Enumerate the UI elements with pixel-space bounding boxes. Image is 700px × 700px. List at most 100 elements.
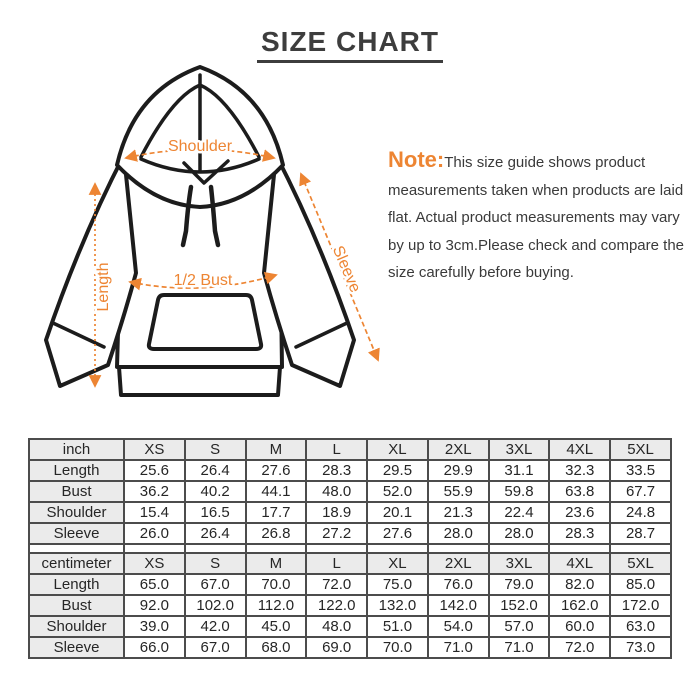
spacer-cell — [366, 544, 429, 553]
size-value-cell: 27.6 — [244, 459, 308, 482]
size-column-header: 5XL — [609, 438, 672, 461]
note-paragraph: Note:This size guide shows product measu… — [388, 146, 692, 287]
measure-row-label: Bust — [28, 480, 125, 503]
size-value-cell: 60.0 — [548, 615, 612, 638]
size-value-cell: 48.0 — [305, 480, 369, 503]
size-value-cell: 27.6 — [366, 522, 429, 545]
size-value-cell: 71.0 — [426, 636, 490, 659]
size-value-cell: 16.5 — [183, 501, 247, 524]
measure-row-label: Sleeve — [28, 522, 125, 545]
table-header-row: centimeter XS S M L XL 2XL 3XL 4XL 5XL — [28, 552, 672, 575]
table-row: Shoulder 15.4 16.5 17.7 18.9 20.1 21.3 22.4 23.6… — [28, 501, 672, 524]
note-label: Note: — [388, 147, 445, 172]
size-value-cell: 36.2 — [123, 480, 186, 503]
size-value-cell: 28.7 — [609, 522, 672, 545]
size-value-cell: 63.8 — [548, 480, 612, 503]
size-value-cell: 67.0 — [183, 636, 247, 659]
size-column-header: 2XL — [426, 438, 490, 461]
size-value-cell: 73.0 — [609, 636, 672, 659]
size-value-cell: 172.0 — [609, 594, 672, 617]
hoodie-sketch — [44, 65, 356, 397]
table-spacer-row — [28, 544, 672, 553]
measure-row-label: Length — [28, 573, 125, 596]
size-value-cell: 40.2 — [183, 480, 247, 503]
size-value-cell: 26.4 — [183, 459, 247, 482]
size-value-cell: 122.0 — [305, 594, 369, 617]
length-label: Length — [95, 263, 112, 312]
measure-row-label: Shoulder — [28, 615, 125, 638]
hoodie-measurement-diagram: Shoulder Length 1/2 Bust Sleeve — [44, 65, 380, 397]
spacer-cell — [426, 544, 490, 553]
size-value-cell: 29.9 — [426, 459, 490, 482]
table-row: Shoulder 39.0 42.0 45.0 48.0 51.0 54.0 57.0 60.0… — [28, 615, 672, 638]
size-value-cell: 15.4 — [123, 501, 186, 524]
size-column-header: M — [244, 552, 308, 575]
size-column-header: M — [244, 438, 308, 461]
half-bust-label: 1/2 Bust — [174, 272, 233, 289]
size-value-cell: 102.0 — [183, 594, 247, 617]
size-value-cell: 20.1 — [366, 501, 429, 524]
size-value-cell: 67.7 — [609, 480, 672, 503]
page-title: SIZE CHART — [257, 26, 443, 63]
size-column-header: XS — [123, 438, 186, 461]
right-drawstring — [208, 184, 221, 248]
size-value-cell: 26.4 — [183, 522, 247, 545]
size-value-cell: 33.5 — [609, 459, 672, 482]
size-value-cell: 24.8 — [609, 501, 672, 524]
table-row: Length 65.0 67.0 70.0 72.0 75.0 76.0 79.0 82.0 85… — [28, 573, 672, 596]
size-value-cell: 45.0 — [244, 615, 308, 638]
hoodie-pocket — [146, 293, 264, 351]
unit-cell: centimeter — [28, 552, 125, 575]
size-value-cell: 70.0 — [366, 636, 429, 659]
spacer-cell — [123, 544, 186, 553]
spacer-cell — [244, 544, 308, 553]
size-value-cell: 51.0 — [366, 615, 429, 638]
size-value-cell: 23.6 — [548, 501, 612, 524]
shoulder-label: Shoulder — [168, 138, 233, 155]
size-value-cell: 71.0 — [487, 636, 551, 659]
size-value-cell: 28.0 — [426, 522, 490, 545]
size-value-cell: 132.0 — [366, 594, 429, 617]
size-value-cell: 42.0 — [183, 615, 247, 638]
table-row: Length 25.6 26.4 27.6 28.3 29.5 29.9 31.1 32.3 33… — [28, 459, 672, 482]
size-column-header: L — [305, 552, 369, 575]
size-value-cell: 25.6 — [123, 459, 186, 482]
size-value-cell: 82.0 — [548, 573, 612, 596]
size-column-header: XL — [366, 438, 429, 461]
size-value-cell: 85.0 — [609, 573, 672, 596]
table-row: Bust 36.2 40.2 44.1 48.0 52.0 55.9 59.8 63.8 67.7 — [28, 480, 672, 503]
size-value-cell: 54.0 — [426, 615, 490, 638]
left-drawstring — [180, 184, 194, 248]
spacer-cell — [548, 544, 612, 553]
size-column-header: 4XL — [548, 552, 612, 575]
size-tables: inch XS S M L XL 2XL 3XL 4XL 5XL Length 25.6 26.4 27.… — [28, 438, 672, 659]
size-value-cell: 66.0 — [123, 636, 186, 659]
size-value-cell: 26.0 — [123, 522, 186, 545]
size-value-cell: 52.0 — [366, 480, 429, 503]
table-row: Bust 92.0 102.0 112.0 122.0 132.0 142.0 152.0 16… — [28, 594, 672, 617]
spacer-cell — [487, 544, 551, 553]
size-value-cell: 72.0 — [305, 573, 369, 596]
table-header-row: inch XS S M L XL 2XL 3XL 4XL 5XL — [28, 438, 672, 461]
size-value-cell: 39.0 — [123, 615, 186, 638]
size-value-cell: 79.0 — [487, 573, 551, 596]
size-value-cell: 31.1 — [487, 459, 551, 482]
measure-row-label: Length — [28, 459, 125, 482]
size-value-cell: 28.0 — [487, 522, 551, 545]
size-value-cell: 75.0 — [366, 573, 429, 596]
size-value-cell: 22.4 — [487, 501, 551, 524]
size-value-cell: 70.0 — [244, 573, 308, 596]
size-value-cell: 44.1 — [244, 480, 308, 503]
size-value-cell: 27.2 — [305, 522, 369, 545]
measure-row-label: Sleeve — [28, 636, 125, 659]
unit-cell: inch — [28, 438, 125, 461]
sleeve-arrow — [299, 172, 380, 362]
size-value-cell: 18.9 — [305, 501, 369, 524]
size-value-cell: 57.0 — [487, 615, 551, 638]
size-column-header: 4XL — [548, 438, 612, 461]
size-value-cell: 68.0 — [244, 636, 308, 659]
collar-notch — [182, 159, 230, 185]
size-value-cell: 32.3 — [548, 459, 612, 482]
size-column-header: XL — [366, 552, 429, 575]
